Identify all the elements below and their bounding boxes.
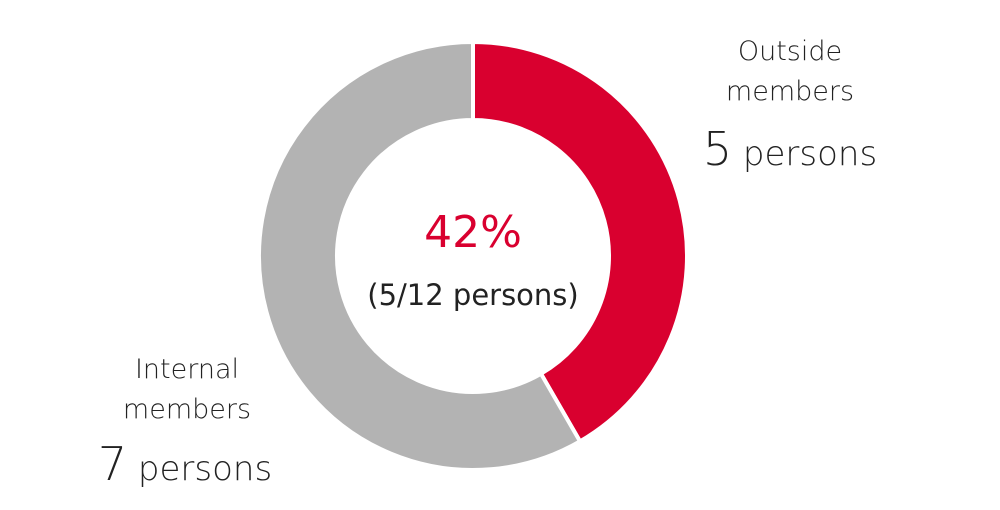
center-sublabel: (5/12 persons) [367,278,579,312]
value-label: 5 persons [702,122,878,176]
category-label: Outside members [725,36,855,107]
category-label: Internal members [122,354,252,425]
donut-segment [471,39,689,445]
center-label: 42% [424,207,522,258]
value-label: 7 persons [97,437,273,491]
donut-segment [257,39,583,472]
